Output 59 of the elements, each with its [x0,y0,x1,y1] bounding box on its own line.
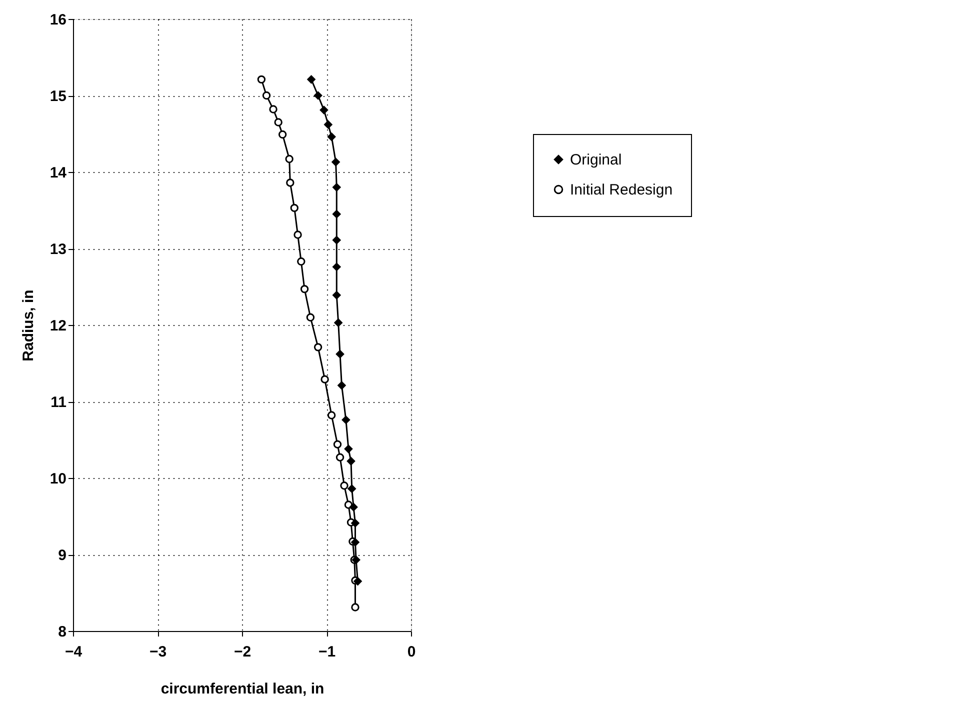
point [349,502,358,512]
point [332,291,341,300]
y-tick-label: 14 [50,164,68,182]
point [300,284,309,294]
point [351,519,360,528]
point [336,350,344,358]
point [351,603,360,612]
x-tick-label: −3 [149,644,167,660]
point [334,318,342,327]
point [351,538,360,546]
point [332,183,341,192]
y-tick-label: 11 [50,394,66,411]
legend-label: Initial Redesign [570,182,673,198]
point [269,105,278,114]
point [262,91,271,100]
y-axis-title: Radius, in [20,290,37,362]
point [327,132,336,141]
y-tick-label: 12 [50,318,66,334]
x-tick-label: −2 [234,644,252,660]
point [320,106,328,114]
y-tick-label: 9 [58,547,66,564]
point [257,75,266,84]
point [336,453,344,462]
y-tick-label: 13 [50,241,66,258]
point [332,210,341,218]
y-tick-label: 16 [50,12,66,28]
point [348,484,356,493]
point [346,457,356,466]
point [297,257,306,266]
point [327,411,336,420]
point [274,118,282,126]
point [290,204,298,212]
point [333,440,342,448]
point [344,444,353,454]
y-tick-label: 15 [50,88,66,105]
point [285,154,294,164]
point [324,120,332,129]
x-axis-title: circumferential lean, in [160,680,324,698]
x-tick-label: 0 [407,644,416,660]
legend-label: Original [570,152,622,168]
point [332,236,341,244]
point [307,75,316,84]
x-tick-label: −4 [64,644,83,660]
point [278,130,287,139]
x-tick-label: −1 [318,644,336,660]
point [332,158,340,166]
point [294,230,302,239]
point [354,577,362,586]
point [338,381,346,390]
y-tick-label: 8 [58,624,66,640]
point [306,313,315,322]
point [332,262,341,271]
point [320,375,329,384]
point [342,416,350,424]
point [286,178,294,187]
point [314,343,322,352]
y-tick-label: 10 [50,470,66,488]
point [340,482,348,490]
point [314,91,322,100]
